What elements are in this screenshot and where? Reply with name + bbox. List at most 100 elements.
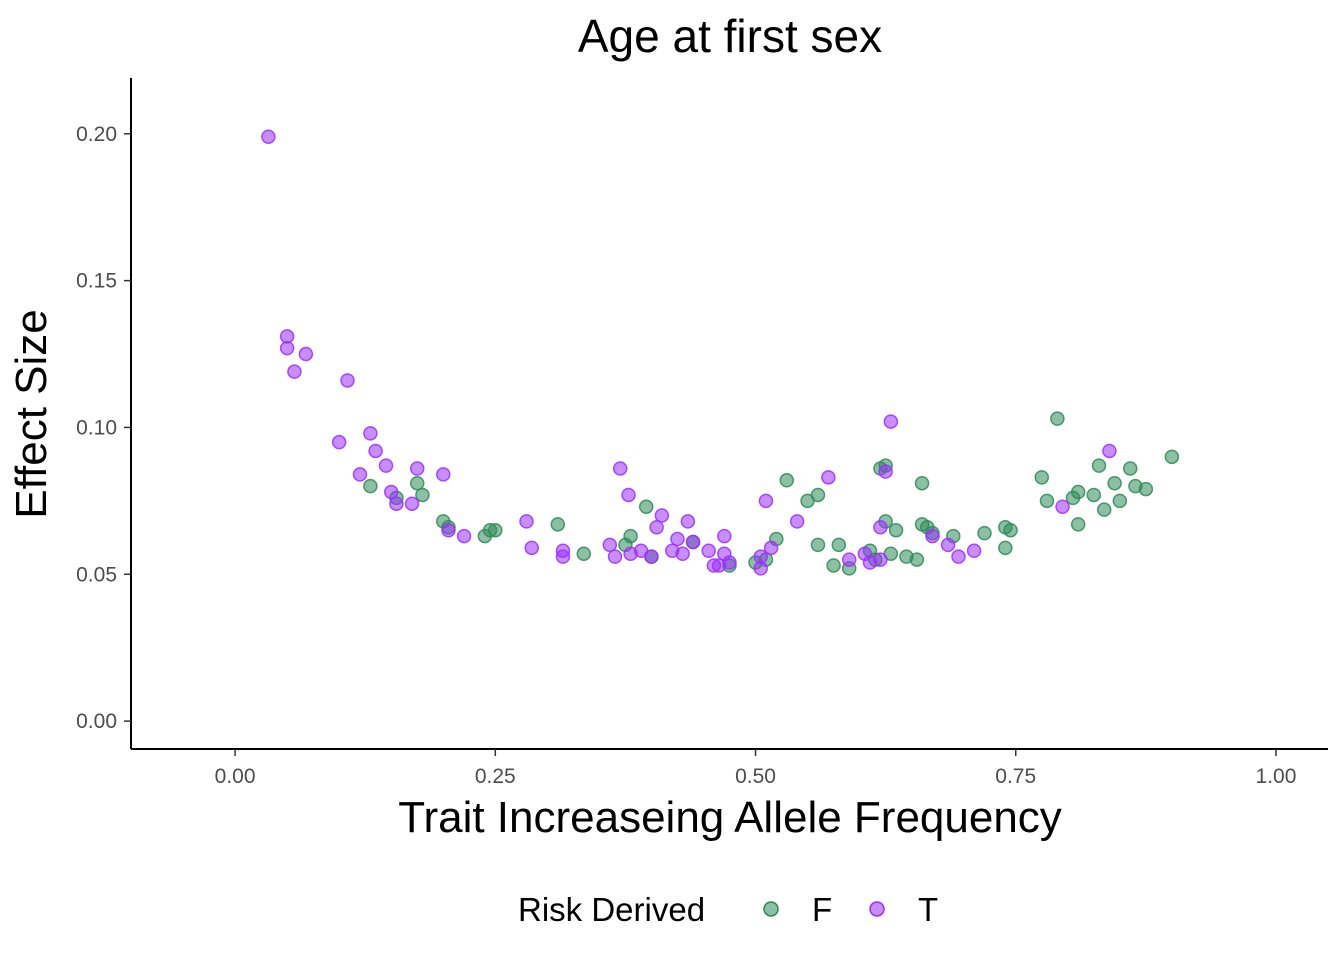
x-tick-label: 0.25 xyxy=(475,765,516,788)
data-point-f xyxy=(1070,517,1086,532)
data-point-t xyxy=(789,514,805,529)
data-point-t xyxy=(441,522,456,538)
legend-key-t xyxy=(869,901,885,917)
data-point-f xyxy=(1096,502,1112,517)
legend-key-f xyxy=(763,901,779,917)
data-point-t xyxy=(404,496,420,512)
data-point-t xyxy=(675,546,690,561)
data-point-t xyxy=(680,514,696,529)
data-point-t xyxy=(966,543,982,559)
y-axis-ticks: 0.00 0.05 0.10 0.15 0.20 xyxy=(76,123,131,733)
data-point-t xyxy=(1102,443,1117,459)
data-point-t xyxy=(298,346,314,362)
data-point-f xyxy=(914,475,930,491)
data-point-f xyxy=(826,558,841,573)
y-tick-label: 0.10 xyxy=(76,416,117,439)
data-point-f xyxy=(779,473,794,488)
y-tick-label: 0.00 xyxy=(76,710,117,733)
data-point-t xyxy=(602,537,618,553)
data-point-f xyxy=(1112,493,1128,509)
data-point-t xyxy=(873,520,888,535)
data-point-f xyxy=(810,487,826,503)
data-point-t xyxy=(555,549,571,564)
data-point-t xyxy=(951,549,966,564)
data-point-t xyxy=(621,487,636,503)
data-point-f xyxy=(909,552,925,567)
y-axis-title: Effect Size xyxy=(7,309,56,519)
data-point-t xyxy=(519,514,534,529)
y-tick-label: 0.05 xyxy=(76,563,117,586)
data-point-f xyxy=(488,522,503,538)
data-point-t xyxy=(287,364,302,379)
data-point-t xyxy=(821,470,836,485)
data-point-t xyxy=(279,340,295,356)
data-point-t xyxy=(758,493,774,509)
x-axis-title: Trait Increaseing Allele Frequency xyxy=(398,793,1062,842)
x-tick-label: 0.50 xyxy=(735,765,776,788)
data-point-t xyxy=(763,540,779,556)
data-point-t xyxy=(670,531,685,547)
data-point-f xyxy=(1138,481,1154,497)
data-point-t xyxy=(607,549,623,564)
data-point-t xyxy=(1055,499,1070,514)
data-point-t xyxy=(753,561,768,576)
x-tick-label: 1.00 xyxy=(1256,765,1297,788)
data-point-t xyxy=(524,540,539,556)
data-point-f xyxy=(1086,487,1102,503)
data-point-f xyxy=(409,475,425,491)
data-point-f xyxy=(1003,522,1018,538)
data-point-f xyxy=(1122,461,1138,476)
data-point-f xyxy=(576,546,592,561)
data-point-t xyxy=(701,543,716,559)
data-point-f xyxy=(810,537,826,553)
x-tick-label: 0.75 xyxy=(995,765,1036,788)
data-point-t xyxy=(878,464,893,479)
data-point-f xyxy=(1164,449,1180,465)
data-point-f xyxy=(1091,458,1107,473)
points-layer xyxy=(261,129,1180,576)
legend-label-f: F xyxy=(812,891,832,928)
data-point-f xyxy=(638,499,654,514)
data-point-t xyxy=(685,534,701,550)
data-point-t xyxy=(340,373,355,388)
data-point-t xyxy=(389,496,404,512)
legend: Risk Derived F T xyxy=(518,891,938,928)
data-point-t xyxy=(654,508,670,523)
data-point-t xyxy=(363,426,378,441)
data-point-f xyxy=(888,522,904,538)
data-point-t xyxy=(409,461,425,476)
data-point-t xyxy=(722,555,737,570)
data-point-t xyxy=(383,484,399,500)
data-point-t xyxy=(261,129,276,144)
data-point-t xyxy=(331,434,347,450)
data-point-t xyxy=(436,467,451,482)
data-point-f xyxy=(1070,484,1086,500)
data-point-t xyxy=(352,467,368,482)
data-point-t xyxy=(644,549,659,564)
data-point-f xyxy=(623,528,638,544)
data-point-t xyxy=(368,443,383,459)
data-point-t xyxy=(649,520,664,535)
data-point-f xyxy=(998,540,1013,556)
data-point-f xyxy=(977,525,992,541)
chart-title: Age at first sex xyxy=(578,10,882,62)
data-point-t xyxy=(378,458,394,473)
legend-title: Risk Derived xyxy=(518,891,705,928)
data-point-f xyxy=(550,517,566,532)
data-point-t xyxy=(841,552,857,567)
legend-label-t: T xyxy=(918,891,938,928)
data-point-t xyxy=(925,528,940,544)
data-point-t xyxy=(717,528,732,544)
data-point-f xyxy=(1039,493,1055,509)
x-tick-label: 0.00 xyxy=(215,765,256,788)
data-point-f xyxy=(415,487,430,503)
y-tick-label: 0.15 xyxy=(76,270,117,293)
x-axis-ticks: 0.00 0.25 0.50 0.75 1.00 xyxy=(215,749,1297,788)
y-tick-label: 0.20 xyxy=(76,123,117,146)
data-point-f xyxy=(1107,475,1122,491)
data-point-t xyxy=(456,528,472,544)
data-point-t xyxy=(940,537,956,553)
data-point-t xyxy=(873,552,888,567)
data-point-f xyxy=(1034,470,1050,485)
